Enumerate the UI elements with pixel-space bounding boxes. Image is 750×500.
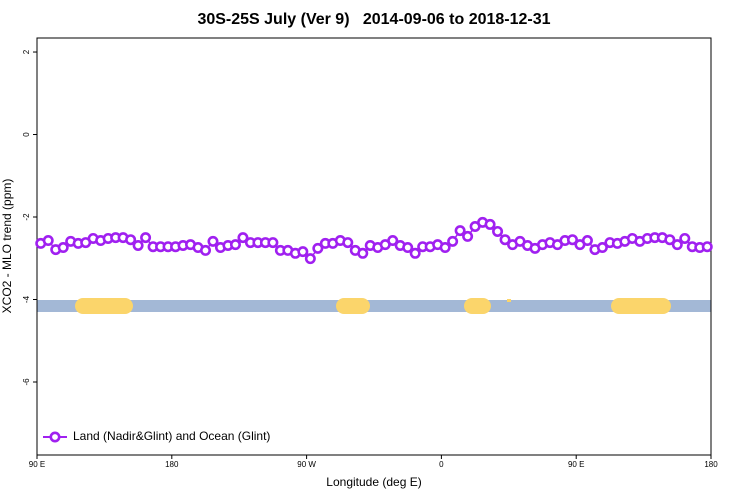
data-point	[342, 237, 354, 249]
data-point	[357, 247, 369, 259]
data-point	[297, 246, 309, 258]
data-point	[267, 237, 279, 249]
x-tick-label: 180	[704, 460, 718, 469]
legend-label: Land (Nadir&Glint) and Ocean (Glint)	[73, 429, 270, 443]
data-point	[207, 235, 219, 247]
data-point	[462, 230, 474, 242]
land-segment	[507, 299, 511, 302]
data-point	[312, 242, 324, 254]
data-point	[439, 242, 451, 254]
data-point	[57, 242, 69, 254]
data-point	[42, 235, 54, 247]
land-ocean-strip	[37, 298, 711, 314]
y-tick-label: -6	[22, 378, 31, 386]
y-tick-label: -2	[22, 213, 31, 221]
data-point	[566, 234, 578, 246]
data-point	[387, 235, 399, 247]
data-point	[484, 218, 496, 230]
land-segment	[464, 298, 491, 314]
data-point	[671, 239, 683, 251]
y-axis-label: XCO2 - MLO trend (ppm)	[0, 179, 14, 314]
data-point	[581, 235, 593, 247]
data-point	[402, 242, 414, 254]
data-point	[664, 234, 676, 246]
data-point	[409, 247, 421, 259]
y-tick-label: 0	[22, 132, 31, 137]
y-tick-label: -4	[22, 295, 31, 303]
x-tick-label: 180	[165, 460, 179, 469]
data-point	[125, 234, 137, 246]
land-segment	[75, 298, 133, 314]
chart-title: 30S-25S July (Ver 9) 2014-09-06 to 2018-…	[197, 11, 550, 28]
data-point	[596, 242, 608, 254]
data-point	[229, 239, 241, 251]
data-point	[454, 225, 466, 237]
data-point	[304, 253, 316, 265]
data-point	[679, 232, 691, 244]
data-point	[492, 225, 504, 237]
data-point	[237, 232, 249, 244]
data-point	[701, 241, 713, 253]
data-point	[200, 244, 212, 256]
data-point	[499, 234, 511, 246]
x-tick-label: 90 E	[568, 460, 584, 469]
x-tick-label: 90 W	[297, 460, 316, 469]
x-tick-label: 0	[439, 460, 444, 469]
legend-marker	[49, 431, 61, 443]
ocean-strip	[37, 300, 711, 312]
land-segment	[611, 298, 671, 314]
x-axis-label: Longitude (deg E)	[326, 475, 421, 489]
y-tick-label: 2	[22, 49, 31, 54]
land-segment	[336, 298, 370, 314]
x-tick-label: 90 E	[29, 460, 45, 469]
data-point	[447, 235, 459, 247]
data-point	[140, 232, 152, 244]
data-point	[132, 239, 144, 251]
